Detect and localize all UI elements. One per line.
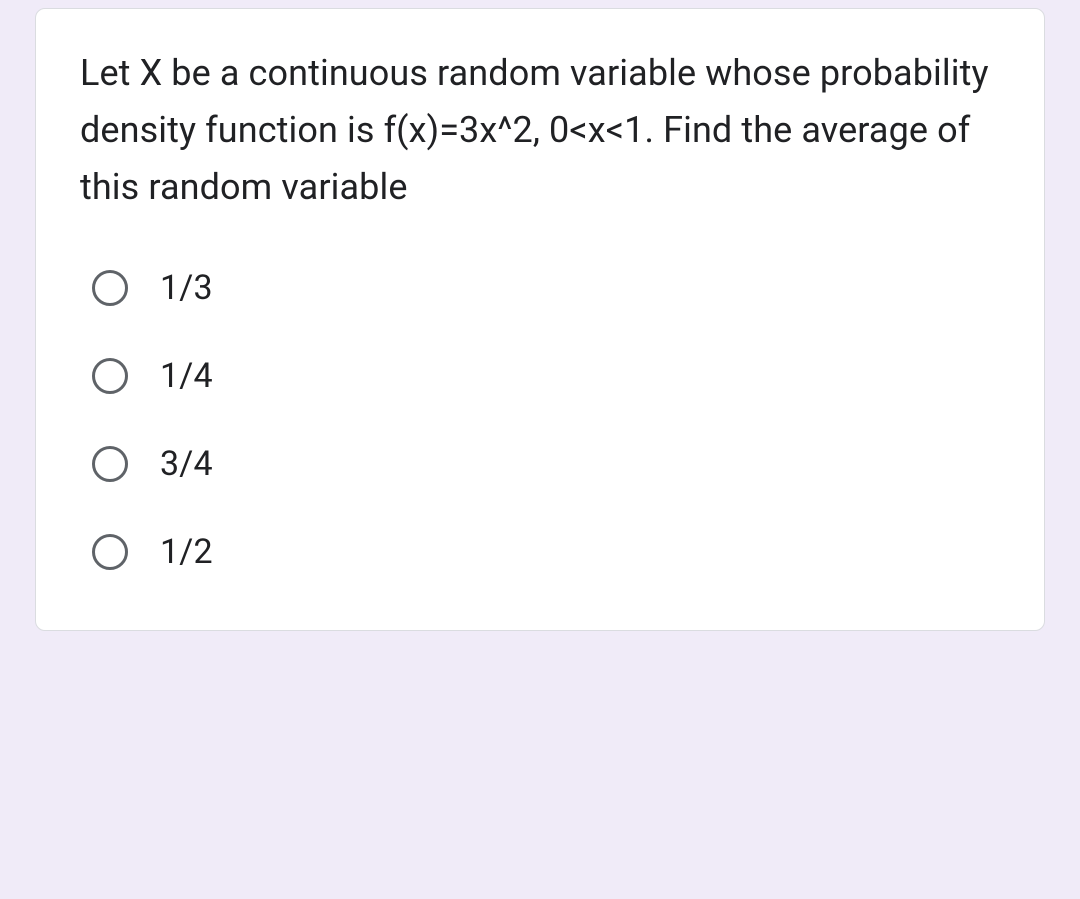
radio-icon[interactable] — [92, 446, 128, 482]
radio-icon[interactable] — [92, 358, 128, 394]
option-row-1[interactable]: 1/4 — [92, 356, 1000, 396]
question-text: Let X be a continuous random variable wh… — [80, 45, 1000, 216]
radio-icon[interactable] — [92, 270, 128, 306]
option-row-3[interactable]: 1/2 — [92, 532, 1000, 572]
options-container: 1/3 1/4 3/4 1/2 — [80, 268, 1000, 572]
question-card: Let X be a continuous random variable wh… — [35, 8, 1045, 631]
option-label: 1/4 — [160, 356, 213, 396]
option-label: 1/2 — [160, 532, 213, 572]
option-row-0[interactable]: 1/3 — [92, 268, 1000, 308]
radio-icon[interactable] — [92, 534, 128, 570]
option-label: 1/3 — [160, 268, 213, 308]
option-row-2[interactable]: 3/4 — [92, 444, 1000, 484]
option-label: 3/4 — [160, 444, 213, 484]
